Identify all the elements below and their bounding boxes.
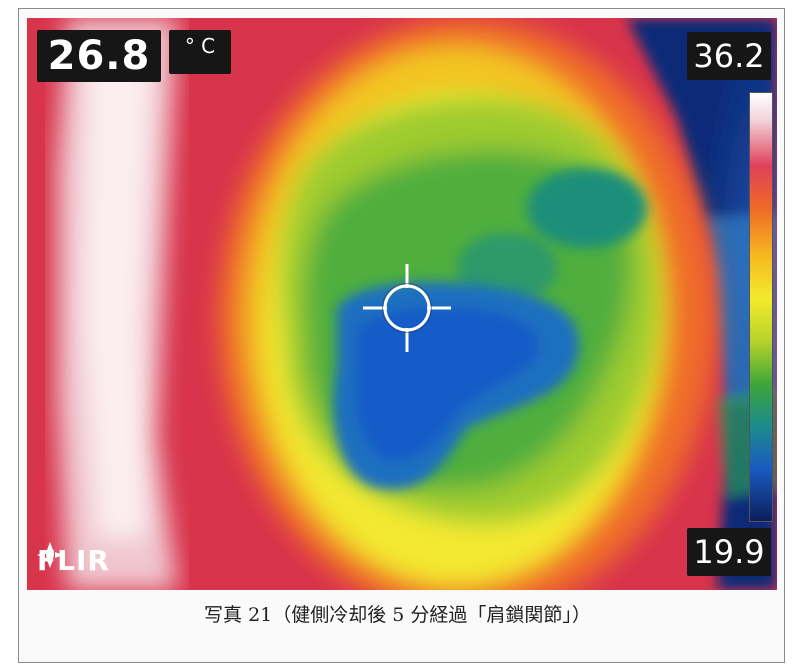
- flir-logo: FLIR: [37, 542, 110, 578]
- photo-caption: 写真 21（健側冷却後 5 分経過「肩鎖関節」）: [204, 604, 591, 626]
- scale-max-label: 36.2: [687, 32, 771, 80]
- temperature-scale-bar: [749, 92, 773, 522]
- temperature-unit: ° C: [169, 30, 231, 74]
- spot-temperature: 26.8: [37, 30, 161, 82]
- thermal-heatmap: [27, 18, 777, 590]
- thermal-image: 26.8 ° C 36.2 19.9 FLIR: [27, 18, 777, 590]
- scale-min-label: 19.9: [687, 528, 771, 576]
- flir-logo-icon: [37, 542, 63, 568]
